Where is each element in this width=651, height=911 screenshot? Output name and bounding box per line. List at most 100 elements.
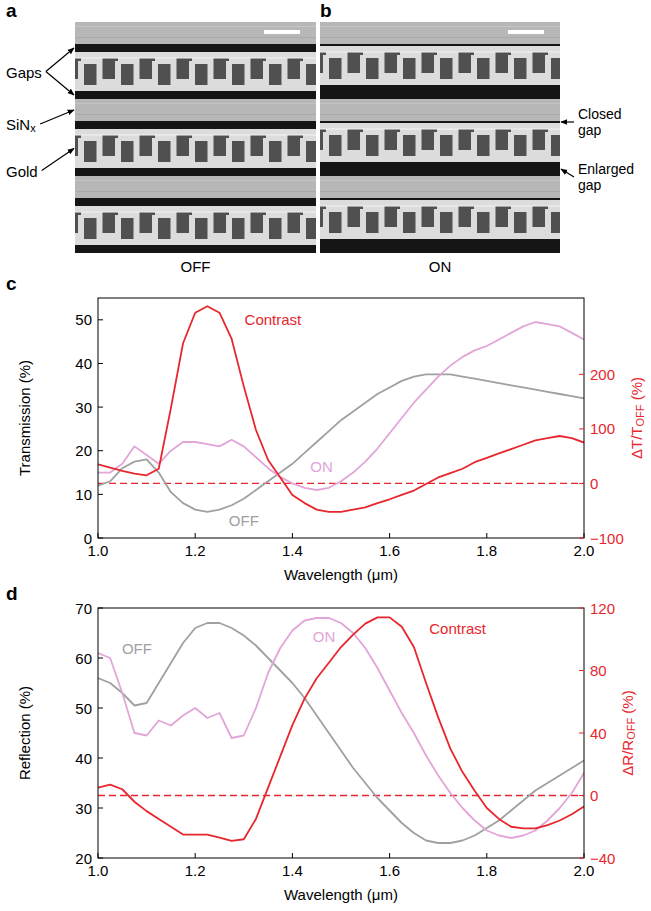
gap — [75, 245, 316, 253]
gold-meander — [75, 215, 316, 236]
gap — [75, 44, 316, 52]
gap — [320, 239, 560, 253]
sin-texture — [320, 191, 560, 192]
gap — [320, 44, 560, 46]
y-tick — [98, 363, 103, 364]
gold-rail — [320, 200, 560, 206]
figure: aOFFGapsSiNxGoldbONClosedgapEnlargedgapc… — [0, 0, 651, 911]
y2-tick-label: 0 — [590, 475, 598, 492]
x-tick — [486, 853, 487, 858]
gold-rail — [320, 156, 560, 162]
x-tick-label: 1.2 — [185, 862, 206, 879]
image-label: Enlargedgap — [578, 161, 634, 193]
gold-rail — [320, 233, 560, 239]
image-label: Gaps — [6, 63, 42, 80]
text-part: SiN — [6, 116, 30, 133]
y2-tick — [579, 483, 584, 484]
label-arrow — [40, 110, 74, 124]
sin-texture — [75, 180, 316, 181]
gap — [320, 85, 560, 99]
y-tick — [98, 450, 103, 451]
text-part: OFF — [625, 718, 637, 740]
sin-texture — [75, 26, 316, 27]
y-tick-label: 70 — [75, 600, 92, 617]
image-caption: ON — [429, 258, 452, 275]
label-arrow — [46, 48, 74, 72]
text-line: gap — [578, 177, 602, 193]
x-tick — [389, 533, 390, 538]
gold-meander — [75, 61, 316, 82]
x-tick — [292, 533, 293, 538]
y-tick — [98, 538, 103, 539]
gold-rail — [320, 123, 560, 129]
y2-tick — [579, 428, 584, 429]
gold-rail — [320, 46, 560, 52]
text-line: Closed — [578, 106, 622, 122]
text-part: x — [30, 122, 36, 134]
x-tick-label: 1.6 — [379, 542, 400, 559]
y-tick — [98, 858, 103, 859]
x-tick-label: 1.2 — [185, 542, 206, 559]
plot-area — [98, 306, 584, 512]
text-part: ΔT/T — [627, 426, 644, 459]
y-tick — [98, 708, 103, 709]
panel-letter: b — [320, 0, 332, 21]
text-part: Gold — [6, 162, 38, 179]
scale-bar — [264, 30, 300, 34]
label-arrow — [46, 72, 74, 96]
x-tick — [98, 533, 99, 538]
y2-tick — [579, 858, 584, 859]
panel-letter: a — [6, 0, 17, 21]
y2-axis-title: ΔT/TOFF (%) — [627, 377, 646, 459]
y2-tick — [579, 538, 584, 539]
y-tick-label: 0 — [84, 530, 92, 547]
gold-rail — [75, 85, 316, 91]
y2-tick — [579, 374, 584, 375]
series-label: Contrast — [429, 620, 487, 637]
sem-image — [75, 22, 316, 253]
x-tick-label: 1.4 — [282, 862, 303, 879]
plot-area — [98, 617, 584, 843]
y-tick — [98, 494, 103, 495]
label-arrow — [42, 149, 74, 171]
image-label: SiNx — [6, 116, 36, 135]
gold-rail — [75, 206, 316, 212]
gold-band — [75, 52, 316, 91]
x-axis-title: Wavelength (μm) — [284, 566, 398, 583]
gold-edge — [75, 58, 316, 59]
y2-tick-label: −40 — [590, 850, 615, 867]
gold-band — [75, 129, 316, 168]
series-line — [98, 374, 584, 511]
series-line — [98, 618, 584, 838]
gap — [75, 91, 316, 99]
sem-image — [320, 22, 560, 253]
gap — [75, 198, 316, 206]
sin-texture — [75, 191, 316, 192]
y2-tick — [579, 795, 584, 796]
gap — [75, 121, 316, 129]
sin-texture — [75, 103, 316, 104]
y2-axis-title: ΔR/ROFF (%) — [619, 690, 638, 775]
sin-texture — [320, 26, 560, 27]
plot-frame — [98, 298, 584, 538]
y-axis-title: Transmission (%) — [16, 360, 33, 476]
series-label: ON — [310, 458, 333, 475]
text-part: ΔR/R — [619, 740, 636, 776]
x-tick-label: 1.8 — [476, 542, 497, 559]
y-tick — [98, 758, 103, 759]
y2-tick-label: 100 — [590, 420, 615, 437]
gold-rail — [320, 79, 560, 85]
image-caption: OFF — [181, 258, 211, 275]
gold-edge — [320, 206, 560, 207]
series-label: OFF — [122, 640, 152, 657]
text-part: (%) — [619, 690, 636, 718]
series-line — [98, 306, 584, 512]
x-tick — [98, 853, 99, 858]
gold-rail — [75, 239, 316, 245]
x-tick — [389, 853, 390, 858]
gap — [320, 162, 560, 176]
x-tick-label: 1.8 — [476, 862, 497, 879]
x-tick — [584, 533, 585, 538]
x-tick — [292, 853, 293, 858]
gold-rail — [75, 162, 316, 168]
